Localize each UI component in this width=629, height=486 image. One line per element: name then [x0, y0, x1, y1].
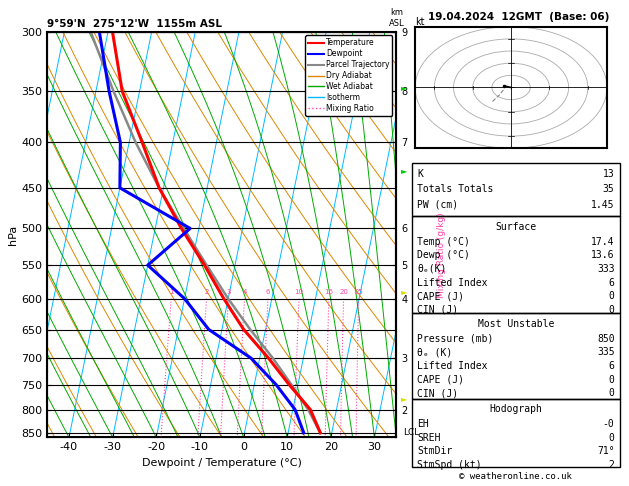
Text: 6: 6 [609, 361, 615, 371]
Text: 25: 25 [354, 289, 363, 295]
Text: CIN (J): CIN (J) [417, 388, 458, 399]
Text: ►: ► [401, 166, 408, 174]
Text: Lifted Index: Lifted Index [417, 361, 487, 371]
Text: Hodograph: Hodograph [489, 404, 542, 415]
Legend: Temperature, Dewpoint, Parcel Trajectory, Dry Adiabat, Wet Adiabat, Isotherm, Mi: Temperature, Dewpoint, Parcel Trajectory… [305, 35, 392, 116]
Text: 71°: 71° [597, 446, 615, 456]
Text: PW (cm): PW (cm) [417, 200, 458, 210]
Text: 9°59'N  275°12'W  1155m ASL: 9°59'N 275°12'W 1155m ASL [47, 19, 222, 30]
Text: ►: ► [401, 287, 408, 296]
Text: StmDir: StmDir [417, 446, 452, 456]
Text: 35: 35 [603, 184, 615, 194]
Text: 335: 335 [597, 347, 615, 358]
Text: 4: 4 [242, 289, 247, 295]
Text: 19.04.2024  12GMT  (Base: 06): 19.04.2024 12GMT (Base: 06) [428, 12, 610, 22]
Text: 1.45: 1.45 [591, 200, 615, 210]
Text: Dewp (°C): Dewp (°C) [417, 250, 470, 260]
Text: 850: 850 [597, 334, 615, 344]
Text: Lifted Index: Lifted Index [417, 278, 487, 288]
Text: K: K [417, 169, 423, 179]
Text: km
ASL: km ASL [389, 8, 404, 28]
Text: StmSpd (kt): StmSpd (kt) [417, 460, 482, 470]
Text: Totals Totals: Totals Totals [417, 184, 493, 194]
Text: CAPE (J): CAPE (J) [417, 291, 464, 301]
Text: Most Unstable: Most Unstable [477, 319, 554, 330]
Text: 6: 6 [609, 278, 615, 288]
Text: © weatheronline.co.uk: © weatheronline.co.uk [459, 472, 572, 481]
Text: θₑ (K): θₑ (K) [417, 347, 452, 358]
Text: 333: 333 [597, 264, 615, 274]
Text: 2: 2 [204, 289, 209, 295]
Text: 13: 13 [603, 169, 615, 179]
Text: 16: 16 [325, 289, 333, 295]
Text: Surface: Surface [495, 222, 537, 232]
Text: Mixing Ratio (g/kg): Mixing Ratio (g/kg) [437, 212, 446, 297]
Text: ►: ► [401, 83, 408, 92]
Text: CIN (J): CIN (J) [417, 305, 458, 315]
Text: 20: 20 [339, 289, 348, 295]
Text: θₑ(K): θₑ(K) [417, 264, 447, 274]
X-axis label: Dewpoint / Temperature (°C): Dewpoint / Temperature (°C) [142, 458, 302, 468]
Text: 0: 0 [609, 305, 615, 315]
Text: 6: 6 [265, 289, 270, 295]
Text: 0: 0 [609, 375, 615, 385]
Text: 1: 1 [169, 289, 174, 295]
Text: 17.4: 17.4 [591, 237, 615, 247]
Text: kt: kt [415, 17, 425, 27]
Text: 0: 0 [609, 433, 615, 443]
Text: 13.6: 13.6 [591, 250, 615, 260]
Text: EH: EH [417, 419, 429, 429]
Text: 0: 0 [609, 388, 615, 399]
Text: 0: 0 [609, 291, 615, 301]
Text: 10: 10 [294, 289, 303, 295]
Text: SREH: SREH [417, 433, 440, 443]
Text: 3: 3 [226, 289, 231, 295]
Text: ►: ► [401, 394, 408, 403]
Text: Temp (°C): Temp (°C) [417, 237, 470, 247]
Text: LCL: LCL [403, 428, 420, 437]
Text: Pressure (mb): Pressure (mb) [417, 334, 493, 344]
Y-axis label: hPa: hPa [8, 225, 18, 244]
Text: CAPE (J): CAPE (J) [417, 375, 464, 385]
Text: 2: 2 [609, 460, 615, 470]
Text: -0: -0 [603, 419, 615, 429]
